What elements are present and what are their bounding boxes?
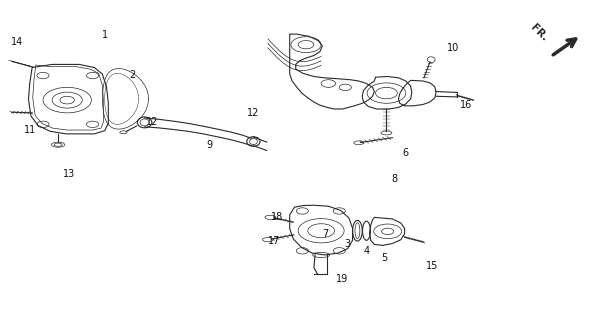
- Text: 18: 18: [271, 212, 283, 222]
- Text: 6: 6: [403, 148, 409, 158]
- Text: 14: 14: [11, 37, 23, 47]
- Text: 7: 7: [322, 229, 328, 239]
- Text: 12: 12: [146, 117, 159, 127]
- Text: 3: 3: [345, 239, 351, 249]
- Text: 1: 1: [102, 30, 108, 40]
- Text: 8: 8: [392, 174, 398, 184]
- Text: FR.: FR.: [528, 22, 549, 43]
- Text: 13: 13: [63, 169, 75, 179]
- Text: 5: 5: [382, 253, 388, 263]
- Text: 10: 10: [447, 43, 459, 53]
- Text: 15: 15: [426, 261, 439, 271]
- Text: 17: 17: [268, 236, 280, 246]
- Text: 12: 12: [247, 108, 259, 118]
- Text: 19: 19: [336, 274, 348, 284]
- Text: 2: 2: [129, 70, 136, 80]
- Text: 4: 4: [364, 246, 370, 256]
- Text: 16: 16: [460, 100, 472, 110]
- Text: 11: 11: [24, 125, 36, 135]
- Text: 9: 9: [206, 140, 212, 150]
